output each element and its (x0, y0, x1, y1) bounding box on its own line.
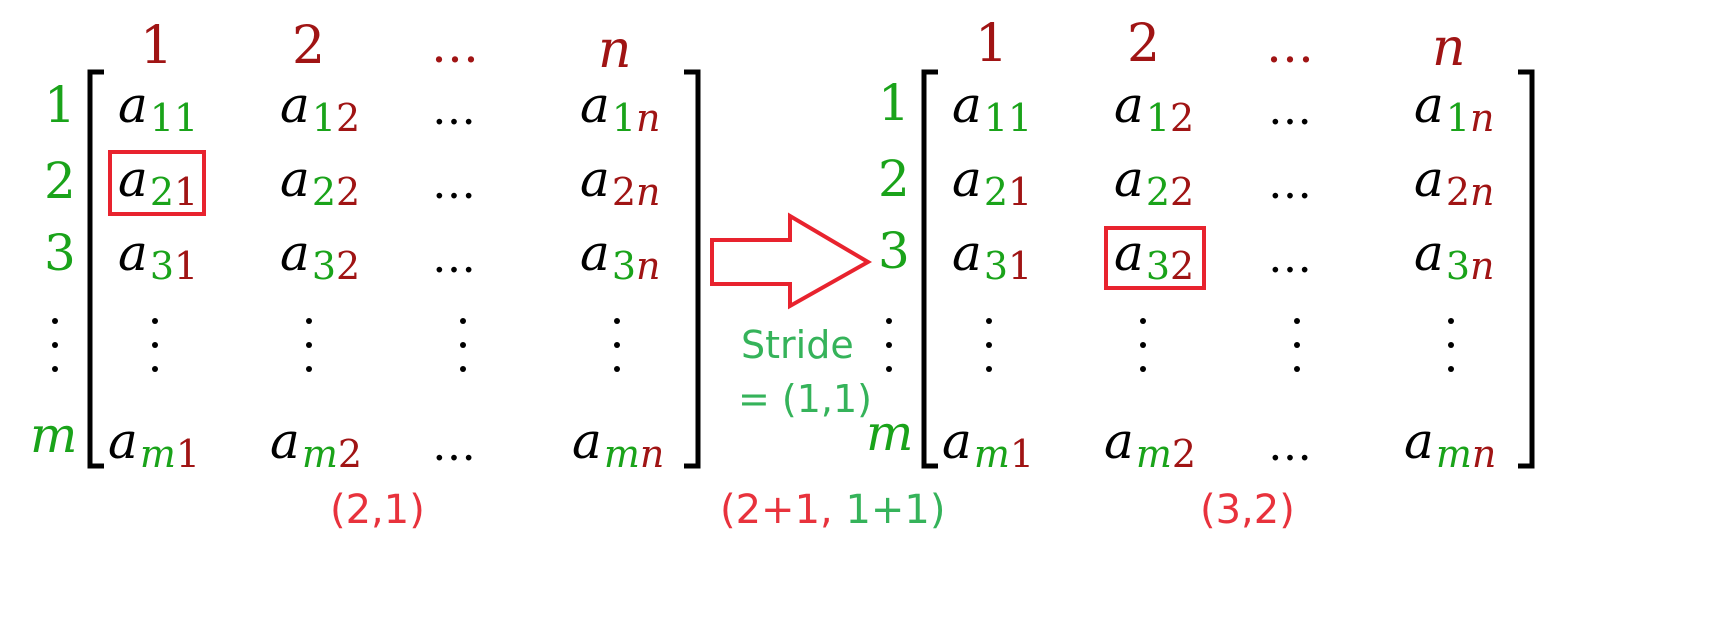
right-highlight-box (1104, 226, 1206, 290)
right-cell-a11: a11 (952, 76, 1033, 140)
left-cell-a31: a31 (118, 224, 199, 288)
right-row-label-2: 2 (878, 150, 910, 208)
stride-label-line1: Stride (741, 323, 854, 367)
right-cell-a21: a21 (952, 150, 1033, 214)
left-cell-a12: a12 (280, 76, 361, 140)
left-vdots-col3 (458, 318, 468, 378)
right-cell-a31: a31 (952, 224, 1033, 288)
left-col-label-2: 2 (292, 16, 326, 76)
left-cell-a32: a32 (280, 224, 361, 288)
right-cell-dots-r1: … (1268, 84, 1318, 135)
left-cell-dots-r2: … (432, 158, 482, 209)
stride-formula-part1: (2+1, (720, 487, 846, 533)
right-col-label-2: 2 (1127, 14, 1161, 74)
right-cell-a2n: a2n (1414, 150, 1495, 214)
left-vdots-col1 (150, 318, 160, 378)
right-vdots-col1 (984, 318, 994, 378)
left-cell-dots-r3: … (432, 232, 482, 283)
left-highlight-box (108, 150, 206, 216)
right-cell-am1: am1 (942, 412, 1035, 476)
left-col-label-1: 1 (140, 16, 174, 76)
left-cell-am2: am2 (270, 412, 363, 476)
left-cell-a3n: a3n (580, 224, 661, 288)
right-vdots-col2 (1138, 318, 1148, 378)
stride-formula-part2: 1+1) (845, 487, 946, 533)
left-vdots-col2 (304, 318, 314, 378)
left-col-label-ellipsis: … (431, 18, 485, 74)
right-row-label-1: 1 (878, 74, 910, 132)
right-cell-dots-r3: … (1268, 232, 1318, 283)
left-cell-a1n: a1n (580, 76, 661, 140)
right-cell-amn: amn (1404, 412, 1497, 476)
right-vdots-col3 (1292, 318, 1302, 378)
stride-label-line2: = (1,1) (738, 377, 873, 421)
left-cell-dots-r1: … (432, 84, 482, 135)
left-row-label-m: m (30, 406, 78, 464)
left-cell-dots-rm: … (432, 420, 482, 471)
left-row-label-1: 1 (44, 76, 76, 134)
left-vdots-col4 (612, 318, 622, 378)
right-cell-a1n: a1n (1414, 76, 1495, 140)
right-col-label-ellipsis: … (1266, 18, 1320, 74)
stride-formula: (2+1, 1+1) (720, 490, 945, 530)
left-cell-am1: am1 (108, 412, 201, 476)
left-row-label-3: 3 (44, 224, 76, 282)
right-col-label-1: 1 (975, 14, 1009, 74)
left-row-label-vdots (50, 318, 60, 378)
right-cell-a32: a32 (1114, 224, 1195, 288)
right-row-label-vdots (884, 318, 894, 378)
left-cell-a11: a11 (118, 76, 199, 140)
right-cell-dots-r2: … (1268, 158, 1318, 209)
right-cell-a12: a12 (1114, 76, 1195, 140)
left-cell-a22: a22 (280, 150, 361, 214)
right-cell-a22: a22 (1114, 150, 1195, 214)
right-cell-a3n: a3n (1414, 224, 1495, 288)
right-cell-dots-rm: … (1268, 420, 1318, 471)
left-cell-a21: a21 (118, 150, 199, 214)
right-row-label-3: 3 (878, 222, 910, 280)
right-row-label-m: m (866, 404, 914, 462)
right-vdots-col4 (1446, 318, 1456, 378)
right-caption: (3,2) (1200, 487, 1295, 533)
left-col-label-n: n (598, 20, 632, 80)
left-cell-a2n: a2n (580, 150, 661, 214)
right-col-label-n: n (1432, 18, 1466, 78)
left-cell-amn: amn (572, 412, 665, 476)
right-cell-am2: am2 (1104, 412, 1197, 476)
left-row-label-2: 2 (44, 152, 76, 210)
left-caption: (2,1) (330, 487, 425, 533)
